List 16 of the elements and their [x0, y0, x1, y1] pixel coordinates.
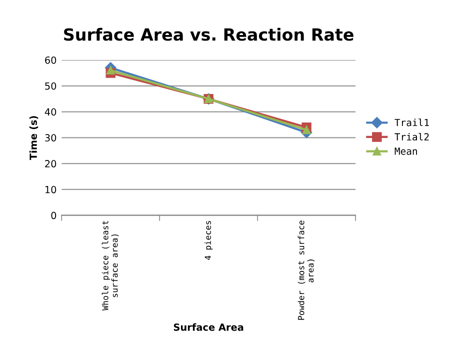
x-tick-label: Whole piece (least surface area) [102, 221, 119, 310]
legend-label: Mean [394, 148, 417, 155]
y-tick-label: 30 [45, 134, 56, 142]
y-tick-label: 20 [45, 160, 56, 168]
legend-label: Trail1 [394, 118, 429, 126]
chart-title: Surface Area vs. Reaction Rate [64, 28, 354, 41]
y-tick-label: 0 [51, 212, 56, 220]
y-tick-label: 50 [45, 82, 56, 90]
legend-label: Trial2 [394, 132, 429, 141]
x-axis-title: Surface Area [174, 323, 244, 331]
y-tick-label: 10 [45, 186, 56, 194]
y-tick-label: 40 [44, 108, 56, 116]
x-tick-label: Powder (most surface area) [298, 220, 315, 320]
x-tick-label: 4 pieces [204, 221, 213, 260]
y-tick-label: 60 [45, 56, 56, 64]
y-axis-title: Time (s) [29, 116, 38, 160]
